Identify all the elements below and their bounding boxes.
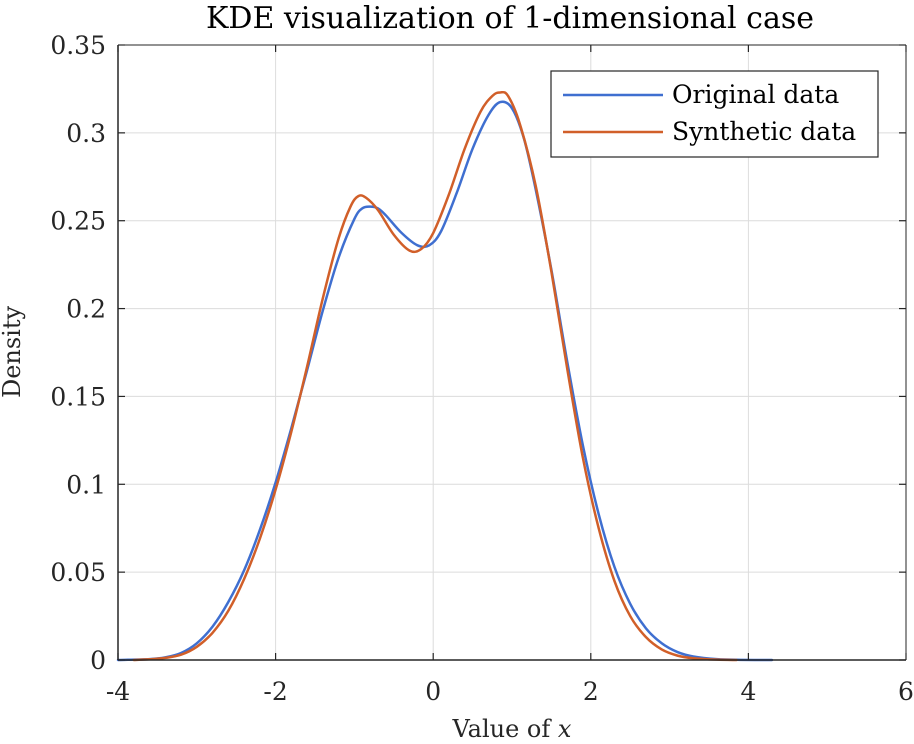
legend: Original data Synthetic data	[550, 70, 879, 158]
axes-box	[117, 44, 907, 661]
x-tick-label: -2	[263, 677, 287, 706]
y-tick-label: 0.1	[66, 470, 106, 499]
axis-ticks: -4 -2 0 2 4 6 0 0.05 0.1 0.15 0.2 0.25 0.3 0.35	[50, 31, 914, 706]
x-tick-label: -4	[106, 677, 130, 706]
y-tick-label: 0.25	[50, 207, 106, 236]
y-tick-label: 0.15	[50, 382, 106, 411]
x-tick-label: 0	[425, 677, 441, 706]
legend-label-synthetic: Synthetic data	[672, 117, 856, 146]
series-line-synthetic	[132, 90, 738, 662]
chart-title: KDE visualization of 1-dimensional case	[206, 1, 814, 36]
series-lines	[116, 90, 774, 662]
x-tick-label: 4	[740, 677, 756, 706]
legend-label-original: Original data	[672, 80, 839, 109]
y-tick-label: 0.05	[50, 558, 106, 587]
y-axis-label: Density	[0, 306, 26, 399]
y-tick-label: 0.35	[50, 31, 106, 60]
x-axis-label-prefix: Value of	[452, 715, 558, 743]
y-tick-label: 0	[90, 646, 106, 675]
series-line-original	[116, 100, 774, 662]
x-tick-label: 2	[583, 677, 599, 706]
y-tick-label: 0.3	[66, 119, 106, 148]
y-tick-label: 0.2	[66, 295, 106, 324]
x-axis-label-variable: x	[558, 715, 572, 743]
legend-box	[550, 70, 879, 158]
x-axis-label: Value of x	[452, 715, 572, 743]
x-tick-label: 6	[898, 677, 914, 706]
